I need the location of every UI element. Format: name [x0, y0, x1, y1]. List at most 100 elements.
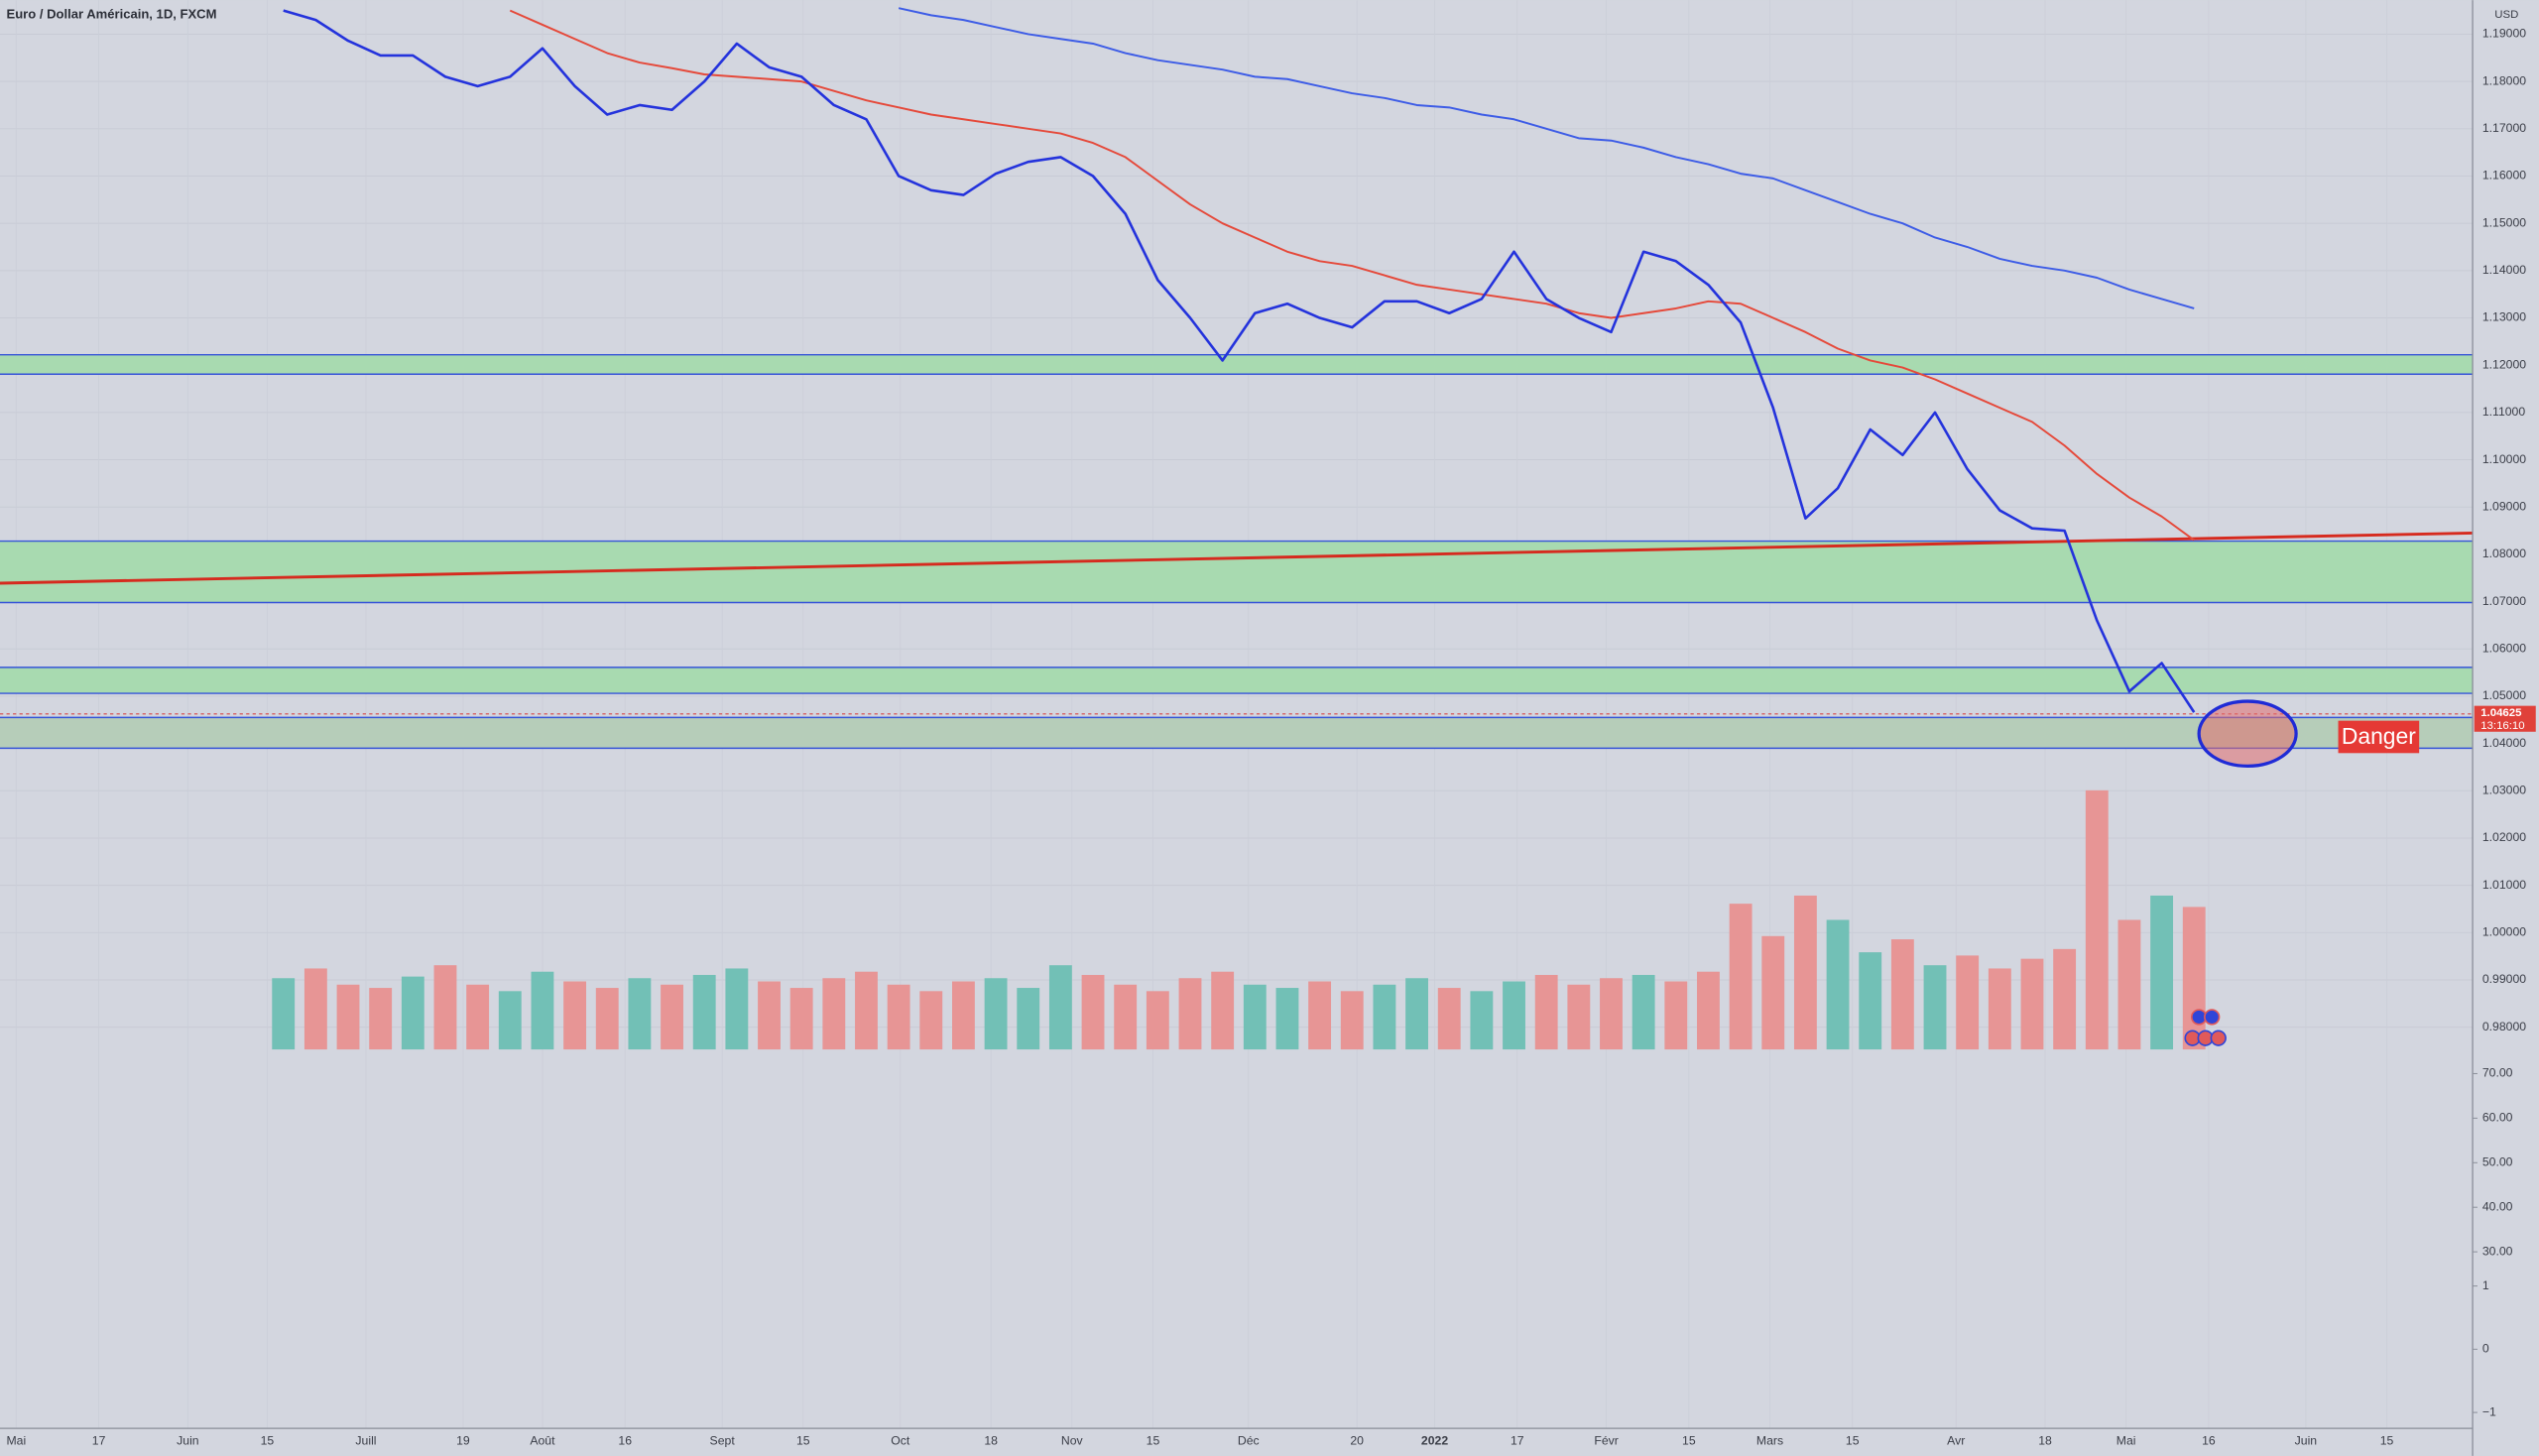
volume-bar: [1114, 984, 1138, 1050]
volume-bar: [1470, 991, 1494, 1050]
y-tick-label: 1.00000: [2482, 925, 2526, 939]
volume-bar: [1048, 965, 1072, 1050]
volume-bar: [1503, 981, 1525, 1050]
volume-bar: [1600, 978, 1623, 1050]
volume-bar: [725, 968, 749, 1050]
volume-bar: [984, 978, 1008, 1050]
zone: [0, 541, 2474, 603]
x-tick-label: Mai: [6, 1433, 26, 1447]
y-tick-label: −1: [2482, 1404, 2496, 1418]
volume-bar: [1793, 895, 1817, 1050]
x-tick-label: 19: [456, 1433, 470, 1447]
y-tick-label: 1.15000: [2482, 215, 2526, 229]
volume-bar: [1890, 939, 1914, 1050]
y-tick-label: 1.03000: [2482, 784, 2526, 797]
countdown-label: 13:16:10: [2480, 720, 2524, 732]
x-tick-label: Oct: [891, 1433, 910, 1447]
grid: [0, 33, 2474, 1029]
volume-bar: [1956, 955, 1980, 1050]
volume-bar: [692, 974, 716, 1050]
volume-bar: [2117, 919, 2141, 1050]
y-tick-label: 1.16000: [2482, 169, 2526, 182]
volume-bar: [1534, 974, 1558, 1050]
volume-bar: [855, 971, 878, 1050]
x-tick-label: Déc: [1238, 1433, 1260, 1447]
y-tick-label: 1.07000: [2482, 594, 2526, 608]
y-tick-label: 40.00: [2482, 1199, 2513, 1213]
zone: [0, 667, 2474, 694]
volume-bar: [952, 981, 975, 1050]
moving-average: [509, 9, 2195, 542]
x-tick-label: 15: [1147, 1433, 1160, 1447]
volume-bar: [2150, 895, 2174, 1050]
volume-bar: [466, 984, 490, 1050]
moving-average: [898, 7, 2195, 309]
x-tick-label: 18: [984, 1433, 998, 1447]
currency-label: USD: [2494, 9, 2518, 21]
y-tick-label: 1.05000: [2482, 688, 2526, 702]
x-tick-label: 20: [1350, 1433, 1364, 1447]
danger-box: [2338, 720, 2420, 754]
x-tick-label: 15: [261, 1433, 275, 1447]
volume-bar: [369, 988, 393, 1050]
x-tick-label: Avr: [1947, 1433, 1965, 1447]
volume-bar: [1373, 984, 1396, 1050]
y-tick-label: 0: [2482, 1342, 2489, 1356]
volume-bar: [531, 971, 554, 1050]
x-tick-label: 18: [2038, 1433, 2052, 1447]
volume-bar: [433, 965, 457, 1050]
zones: [0, 353, 2474, 750]
y-tick-label: 1: [2482, 1278, 2489, 1292]
x-tick-label: Juill: [355, 1433, 376, 1447]
y-tick-label: 1.12000: [2482, 357, 2526, 371]
x-tick-label: 2022: [1421, 1433, 1448, 1447]
x-tick-label: 15: [1682, 1433, 1696, 1447]
icon: [2204, 1009, 2221, 1026]
y-tick-label: 1.11000: [2482, 405, 2526, 419]
y-tick-label: 0.98000: [2482, 1020, 2526, 1033]
volume-bar: [789, 988, 813, 1050]
zone: [0, 354, 2474, 375]
x-tick-label: Août: [530, 1433, 555, 1447]
volume-bar: [1243, 984, 1267, 1050]
volume-bar: [1567, 984, 1591, 1050]
volume-bar: [336, 984, 360, 1050]
volume-bar: [1923, 965, 1947, 1050]
y-tick-label: 0.99000: [2482, 972, 2526, 986]
volume-bar: [401, 976, 424, 1050]
y-tick-label: 50.00: [2482, 1155, 2513, 1169]
volume-bar: [595, 988, 619, 1050]
y-tick-label: 1.08000: [2482, 546, 2526, 560]
volume-bar: [1146, 991, 1169, 1050]
y-tick-label: 1.14000: [2482, 263, 2526, 277]
volume-bar: [758, 981, 781, 1050]
volume-bar: [1308, 981, 1332, 1050]
volume-bar: [1664, 981, 1688, 1050]
volume-bar: [661, 984, 683, 1050]
volume-bar: [1081, 974, 1105, 1050]
y-tick-label: 1.17000: [2482, 121, 2526, 135]
price-line: [283, 9, 2196, 713]
price-lines: [0, 7, 2474, 715]
y-tick-label: 1.02000: [2482, 830, 2526, 844]
x-tick-label: 15: [1846, 1433, 1860, 1447]
x-tick-label: 17: [1511, 1433, 1524, 1447]
volume-bar: [2053, 948, 2077, 1050]
volume-bar: [1211, 971, 1235, 1050]
y-tick-label: 1.04000: [2482, 736, 2526, 750]
volume-bar: [822, 978, 846, 1050]
volume-bar: [628, 978, 652, 1050]
x-tick-label: 15: [796, 1433, 810, 1447]
chart-title: Euro / Dollar Américain, 1D, FXCM: [7, 6, 217, 21]
volume-bar: [1988, 968, 2011, 1050]
y-tick-label: 1.09000: [2482, 499, 2526, 513]
last-price-box: [2474, 705, 2536, 732]
x-tick-label: Sept: [710, 1433, 736, 1447]
volume-bar: [2085, 789, 2109, 1050]
y-tick-label: 1.06000: [2482, 641, 2526, 655]
volume-bar: [887, 984, 910, 1050]
volume-bar: [919, 991, 943, 1050]
volume-bar: [1632, 974, 1655, 1050]
